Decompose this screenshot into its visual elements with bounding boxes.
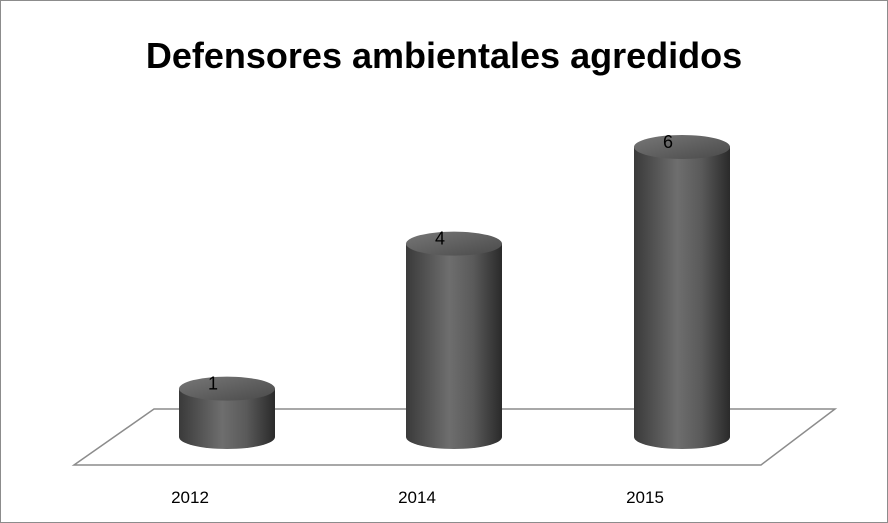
- bar-top: [179, 376, 275, 401]
- bar-2015: [634, 135, 730, 449]
- bar-2014: [406, 231, 502, 449]
- data-label: 6: [663, 132, 673, 152]
- x-tick-label: 2012: [171, 488, 209, 507]
- x-tick-label: 2014: [398, 488, 436, 507]
- data-label: 1: [208, 374, 218, 394]
- data-label: 4: [435, 229, 445, 249]
- bar-top: [406, 231, 502, 256]
- bar-body: [634, 147, 730, 449]
- chart-title: Defensores ambientales agredidos: [145, 35, 743, 76]
- bar-body: [179, 388, 275, 449]
- bar-2012: [179, 376, 275, 449]
- bar-top: [634, 135, 730, 159]
- bar-body: [406, 243, 502, 449]
- x-tick-label: 2015: [626, 488, 664, 507]
